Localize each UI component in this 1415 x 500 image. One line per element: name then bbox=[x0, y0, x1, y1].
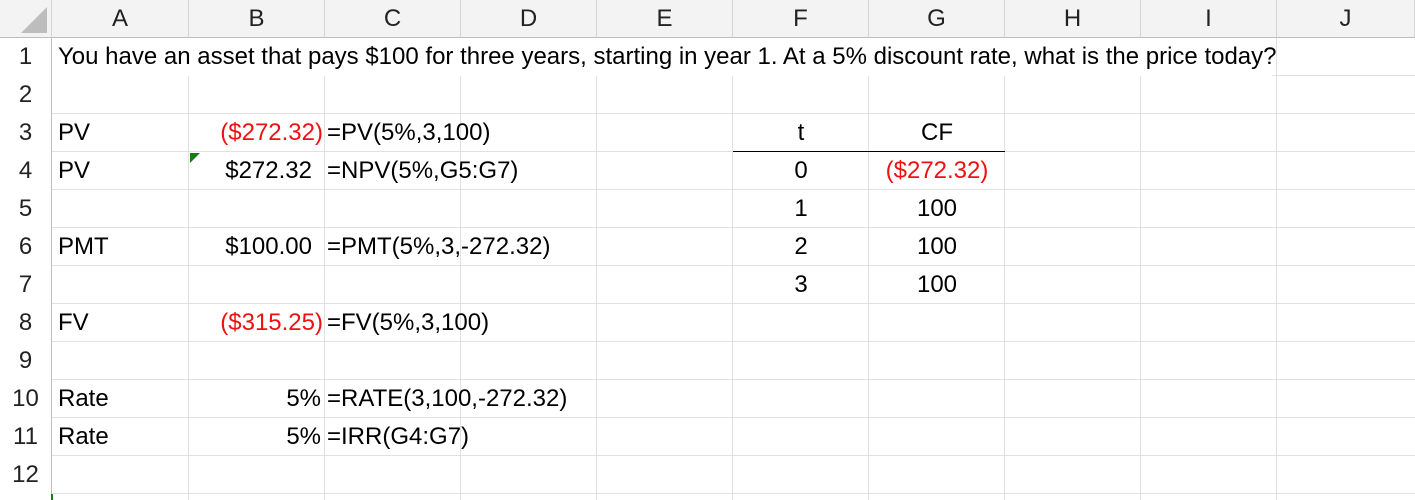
gridline bbox=[52, 493, 1415, 494]
cell-c11-formula[interactable]: =IRR(G4:G7) bbox=[327, 423, 470, 450]
column-header-f[interactable]: F bbox=[733, 0, 869, 38]
row-header-6[interactable]: 6 bbox=[0, 228, 52, 266]
gridline bbox=[460, 76, 461, 500]
cell-b8[interactable]: ($315.25) bbox=[220, 309, 323, 336]
row-header-7[interactable]: 7 bbox=[0, 266, 52, 304]
gridline bbox=[52, 341, 1415, 342]
gridline bbox=[1004, 76, 1005, 500]
column-header-e[interactable]: E bbox=[597, 0, 733, 38]
cell-f4[interactable]: 0 bbox=[794, 157, 808, 184]
cell-c4-formula[interactable]: =NPV(5%,G5:G7) bbox=[327, 157, 519, 184]
gridline bbox=[52, 303, 1415, 304]
gridline bbox=[52, 189, 1415, 190]
cell-f5[interactable]: 1 bbox=[794, 195, 808, 222]
cell-a4[interactable]: PV bbox=[58, 157, 91, 184]
gridline bbox=[1276, 38, 1277, 500]
row-header-11[interactable]: 11 bbox=[0, 418, 52, 456]
cell-b10[interactable]: 5% bbox=[286, 385, 321, 412]
column-header-i[interactable]: I bbox=[1141, 0, 1277, 38]
column-header-c[interactable]: C bbox=[325, 0, 461, 38]
cell-c8-formula[interactable]: =FV(5%,3,100) bbox=[327, 309, 490, 336]
column-header-d[interactable]: D bbox=[461, 0, 597, 38]
cell-f3-header[interactable]: t bbox=[797, 119, 805, 146]
cell-c6-formula[interactable]: =PMT(5%,3,-272.32) bbox=[327, 233, 551, 260]
gridline bbox=[732, 76, 733, 500]
cell-f6[interactable]: 2 bbox=[794, 233, 808, 260]
error-indicator-icon bbox=[190, 153, 200, 163]
gridline bbox=[52, 379, 1415, 380]
row-header-4[interactable]: 4 bbox=[0, 152, 52, 190]
column-header-j[interactable]: J bbox=[1277, 0, 1415, 38]
column-header-h[interactable]: H bbox=[1005, 0, 1141, 38]
column-header-g[interactable]: G bbox=[869, 0, 1005, 38]
cell-g6[interactable]: 100 bbox=[916, 233, 958, 260]
gridline bbox=[52, 113, 1415, 114]
row-header-1[interactable]: 1 bbox=[0, 38, 52, 76]
cell-b11[interactable]: 5% bbox=[286, 423, 321, 450]
row-header-3[interactable]: 3 bbox=[0, 114, 52, 152]
cell-g7[interactable]: 100 bbox=[916, 271, 958, 298]
cell-b4[interactable]: $272.32 bbox=[225, 157, 312, 184]
cell-a8[interactable]: FV bbox=[58, 309, 89, 336]
gridline bbox=[324, 76, 325, 500]
cell-b3[interactable]: ($272.32) bbox=[220, 119, 323, 146]
cell-a3[interactable]: PV bbox=[58, 119, 91, 146]
gridline bbox=[868, 76, 869, 500]
select-all-triangle-icon bbox=[21, 7, 47, 33]
cell-g4[interactable]: ($272.32) bbox=[885, 157, 989, 184]
gridline bbox=[1140, 38, 1141, 500]
cell-b6[interactable]: $100.00 bbox=[225, 233, 312, 260]
cell-c3-formula[interactable]: =PV(5%,3,100) bbox=[327, 119, 491, 146]
cell-a1-question[interactable]: You have an asset that pays $100 for thr… bbox=[52, 38, 1277, 76]
cell-a10[interactable]: Rate bbox=[58, 385, 109, 412]
column-header-a[interactable]: A bbox=[52, 0, 189, 38]
row-header-9[interactable]: 9 bbox=[0, 342, 52, 380]
gridline bbox=[52, 417, 1415, 418]
cell-a11[interactable]: Rate bbox=[58, 423, 109, 450]
cell-c10-formula[interactable]: =RATE(3,100,-272.32) bbox=[327, 385, 568, 412]
gridline bbox=[52, 265, 1415, 266]
row-edge-marker bbox=[51, 494, 53, 500]
table-header-underline bbox=[733, 151, 1005, 152]
row-header-12[interactable]: 12 bbox=[0, 456, 52, 494]
row-header-8[interactable]: 8 bbox=[0, 304, 52, 342]
cell-f7[interactable]: 3 bbox=[794, 271, 808, 298]
cell-g3-header[interactable]: CF bbox=[921, 119, 953, 146]
select-all-corner[interactable] bbox=[0, 0, 52, 38]
gridline bbox=[188, 76, 189, 500]
cell-a6[interactable]: PMT bbox=[58, 233, 109, 260]
cell-g5[interactable]: 100 bbox=[916, 195, 958, 222]
column-header-b[interactable]: B bbox=[189, 0, 325, 38]
gridline bbox=[52, 227, 1415, 228]
gridline bbox=[596, 76, 597, 500]
row-header-2[interactable]: 2 bbox=[0, 76, 52, 114]
row-header-10[interactable]: 10 bbox=[0, 380, 52, 418]
gridline bbox=[52, 455, 1415, 456]
row-header-5[interactable]: 5 bbox=[0, 190, 52, 228]
